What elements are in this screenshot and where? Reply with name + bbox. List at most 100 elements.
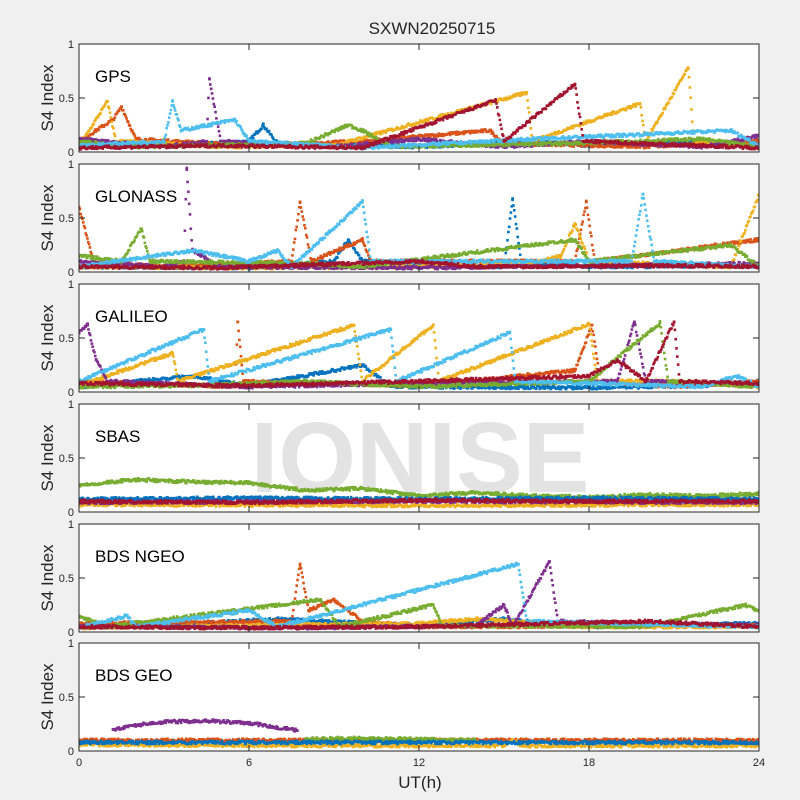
data-point <box>162 139 166 143</box>
data-point <box>615 144 619 148</box>
data-point <box>408 136 412 139</box>
data-point <box>566 140 569 144</box>
data-point <box>669 131 673 135</box>
data-point <box>447 131 451 135</box>
data-point <box>719 140 723 144</box>
data-point <box>222 119 226 123</box>
data-point <box>436 144 440 147</box>
data-point <box>688 86 692 89</box>
data-point <box>210 142 213 146</box>
data-point <box>276 141 280 145</box>
data-point <box>430 145 433 149</box>
data-point <box>655 132 659 135</box>
data-point <box>407 122 411 125</box>
data-point <box>278 142 282 145</box>
data-point <box>486 140 490 143</box>
data-point <box>407 142 410 146</box>
data-point <box>212 102 216 106</box>
data-point <box>340 139 344 143</box>
data-point <box>380 130 383 133</box>
data-point <box>574 141 578 145</box>
data-point <box>421 138 424 142</box>
data-point <box>490 132 493 135</box>
data-point <box>92 140 95 144</box>
data-point <box>491 142 495 146</box>
data-point <box>384 131 388 135</box>
data-point <box>88 129 91 132</box>
data-point <box>491 132 495 135</box>
data-point <box>317 142 321 146</box>
data-point <box>261 140 265 143</box>
data-point <box>525 91 529 95</box>
data-point <box>557 140 561 144</box>
data-point <box>732 142 736 146</box>
data-point <box>698 136 702 139</box>
data-point <box>207 96 210 100</box>
data-point <box>178 142 182 145</box>
data-point <box>411 134 414 137</box>
data-point <box>441 113 445 116</box>
data-point <box>580 145 584 148</box>
data-point <box>481 144 484 148</box>
data-point <box>414 139 417 143</box>
data-point <box>267 129 271 133</box>
data-point <box>115 145 119 149</box>
data-point <box>433 135 436 138</box>
data-point <box>650 131 653 135</box>
data-point <box>294 142 298 146</box>
data-point <box>548 143 552 147</box>
data-point <box>572 143 575 146</box>
data-point <box>681 75 685 79</box>
data-point <box>427 139 430 143</box>
data-point <box>598 133 601 136</box>
data-point <box>154 142 157 145</box>
data-point <box>408 145 412 149</box>
data-point <box>410 124 413 128</box>
data-point <box>185 128 189 131</box>
data-point <box>320 141 323 144</box>
data-point <box>524 92 528 96</box>
data-point <box>611 134 614 137</box>
data-point <box>164 133 168 137</box>
data-point <box>128 124 132 128</box>
data-point <box>242 131 246 135</box>
data-point <box>339 125 342 129</box>
data-point <box>112 146 116 150</box>
data-point <box>723 128 727 132</box>
data-point <box>345 125 348 129</box>
data-point <box>119 107 123 110</box>
data-point <box>223 121 226 124</box>
data-point <box>484 144 488 147</box>
data-point <box>463 142 466 145</box>
data-point <box>271 137 275 140</box>
data-point <box>106 146 110 149</box>
data-point <box>167 121 170 124</box>
data-point <box>480 141 483 144</box>
data-point <box>645 133 648 137</box>
data-point <box>127 143 131 146</box>
data-point <box>166 144 170 148</box>
data-point <box>83 141 87 145</box>
data-point <box>218 134 222 138</box>
data-point <box>402 126 405 130</box>
data-point <box>638 102 642 105</box>
data-point <box>686 139 690 143</box>
data-point <box>251 134 254 138</box>
data-point <box>178 125 182 129</box>
data-point <box>728 142 731 146</box>
data-point <box>97 128 100 132</box>
data-point <box>585 119 588 123</box>
data-point <box>435 142 438 145</box>
data-point <box>84 139 88 143</box>
series-5 <box>79 99 759 151</box>
data-point <box>93 146 97 149</box>
data-point <box>641 119 644 123</box>
data-point <box>459 139 463 143</box>
data-point <box>539 143 543 147</box>
data-point <box>673 137 677 140</box>
data-point <box>175 146 178 149</box>
data-point <box>192 140 196 144</box>
data-point <box>442 140 446 144</box>
data-point <box>351 125 355 129</box>
data-point <box>492 140 496 144</box>
